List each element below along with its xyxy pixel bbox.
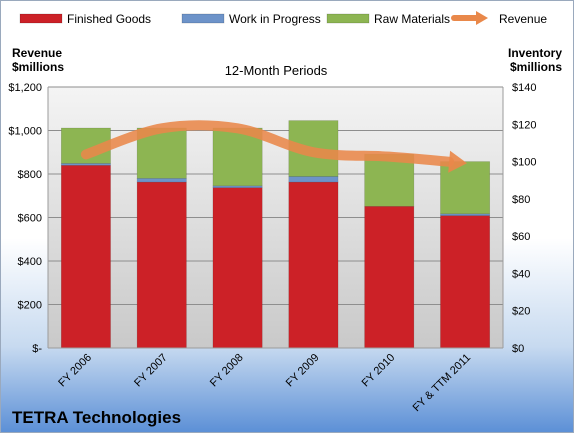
legend-swatch-raw-materials	[326, 13, 370, 24]
revenue-line	[80, 120, 455, 167]
legend-label-work-in-progress: Work in Progress	[229, 12, 321, 26]
left-tick-label: $800	[18, 169, 42, 181]
bars	[60, 120, 491, 349]
right-axis-label-line1: Inventory	[508, 46, 562, 60]
legend-label-raw-materials: Raw Materials	[374, 12, 450, 26]
bar-finished-goods	[60, 165, 111, 349]
right-tick-label: $80	[512, 194, 530, 206]
legend-swatch-work-in-progress	[181, 13, 225, 24]
left-tick-label: $400	[18, 256, 42, 268]
bar-finished-goods	[288, 181, 339, 349]
right-tick-label: $20	[512, 306, 530, 318]
right-axis-ticks: $0 $20 $40 $60 $80 $100 $120 $140	[512, 82, 536, 355]
legend-label-finished-goods: Finished Goods	[67, 12, 151, 26]
right-tick-label: $0	[512, 343, 524, 355]
right-tick-label: $100	[512, 157, 536, 169]
left-tick-label: $1,200	[8, 82, 42, 94]
gridlines	[48, 86, 503, 305]
right-axis-label-line2: $millions	[510, 60, 562, 74]
revenue-arrowhead	[448, 150, 468, 173]
bar-raw-materials	[440, 161, 491, 215]
right-tick-label: $60	[512, 231, 530, 243]
company-name: TETRA Technologies	[12, 408, 181, 427]
bar-work-in-progress	[288, 176, 339, 183]
left-tick-label: $200	[18, 300, 42, 312]
bar-finished-goods	[212, 187, 263, 349]
left-tick-label: $-	[32, 343, 42, 355]
bar-work-in-progress	[136, 178, 187, 183]
left-tick-label: $1,000	[8, 126, 42, 138]
left-tick-label: $600	[18, 213, 42, 225]
bar-finished-goods	[440, 215, 491, 349]
left-axis-label-line2: $millions	[12, 60, 64, 74]
left-axis-ticks: $- $200 $400 $600 $800 $1,000 $1,200	[8, 82, 42, 355]
legend: Finished Goods Work in Progress Raw Materi…	[19, 11, 547, 26]
left-axis-label-line1: Revenue	[12, 46, 62, 60]
bar-finished-goods	[364, 206, 415, 349]
chart-subtitle: 12-Month Periods	[225, 63, 328, 78]
right-tick-label: $120	[512, 119, 536, 131]
revenue-line-layer	[80, 120, 468, 173]
legend-swatch-head-revenue	[476, 11, 488, 25]
bar-finished-goods	[136, 181, 187, 349]
right-tick-label: $140	[512, 82, 536, 94]
legend-swatch-finished-goods	[19, 13, 63, 24]
right-tick-label: $40	[512, 268, 530, 280]
legend-label-revenue: Revenue	[499, 12, 547, 26]
